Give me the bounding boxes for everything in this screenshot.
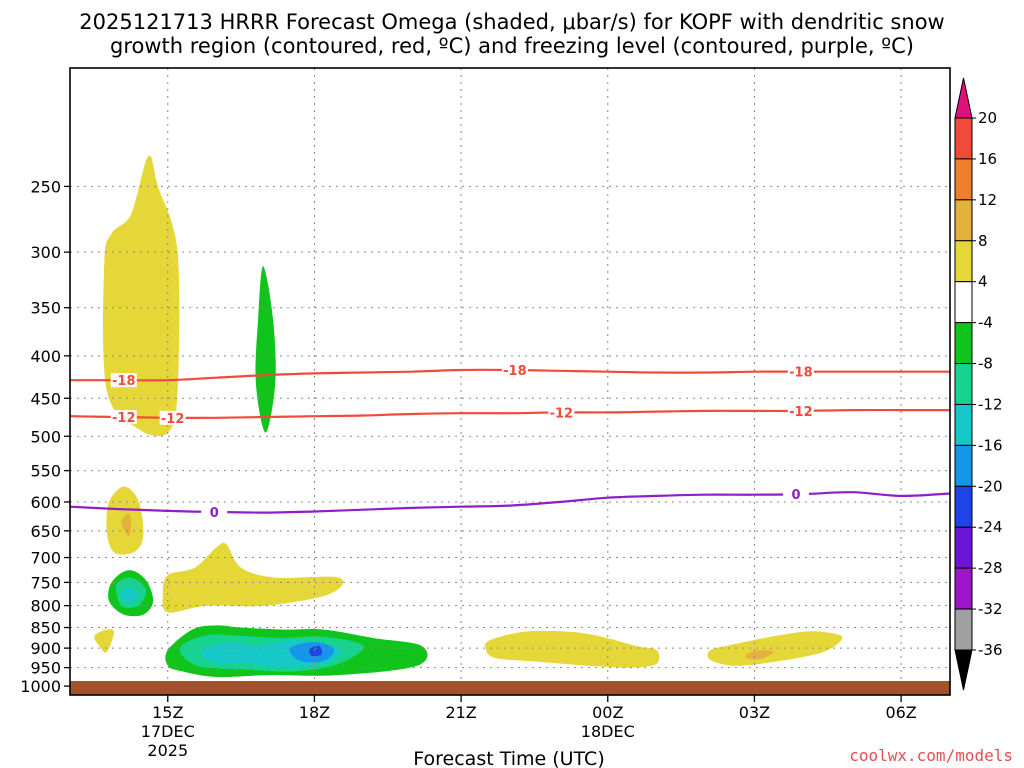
omega-colorbar: 20 16 12 8 4 -4 -8 -12 -16 -20 -24 -28 -32 -36 — [954, 77, 1003, 691]
site-credit: coolwx.com/models — [849, 746, 1013, 765]
x-tick-label-3-1: 18DEC — [581, 722, 635, 741]
x-axis-title: Forecast Time (UTC) — [413, 748, 604, 768]
y-tick-label-15: 1000 — [20, 677, 61, 696]
y-tick-label-0: 250 — [30, 177, 61, 196]
contour-label-gap — [548, 405, 575, 420]
colorbar-label-6: -8 — [978, 355, 993, 373]
contour-label: -18 — [503, 364, 527, 379]
contour-label: -18 — [112, 374, 136, 389]
y-tick-label-1: 300 — [30, 243, 61, 262]
colorbar-label-11: -28 — [978, 559, 1003, 577]
y-tick-label-13: 900 — [30, 639, 61, 658]
x-tick-label-5-0: 06Z — [885, 703, 916, 722]
omega-region-6 — [121, 587, 139, 604]
colorbar-label-5: -4 — [978, 314, 993, 332]
chart-title-line-2: growth region (contoured, red, ºC) and f… — [110, 34, 914, 58]
colorbar-swatch-10 — [954, 526, 973, 569]
contour-label: -12 — [112, 411, 136, 426]
plot-area: -18 -18 -18 -12 -12 -12 -12 0 0 — [69, 67, 951, 696]
contour-label-gap — [783, 487, 809, 502]
colorbar-swatch-0 — [954, 117, 973, 160]
omega-region-0 — [103, 155, 180, 437]
colorbar-bottom-arrow — [954, 649, 973, 691]
x-tick-label-0-1: 17DEC — [141, 722, 195, 741]
colorbar-swatch-6 — [954, 363, 973, 405]
contour-layer: -18 -18 -18 -12 -12 -12 -12 0 0 — [70, 363, 950, 521]
colorbar-label-3: 8 — [978, 232, 988, 250]
y-tick-label-11: 800 — [30, 597, 61, 616]
colorbar-swatch-4 — [954, 281, 973, 324]
omega-region-15 — [707, 631, 843, 666]
y-tick-label-4: 450 — [30, 389, 61, 408]
contour-label-gap — [110, 410, 137, 425]
colorbar-label-1: 16 — [978, 150, 997, 168]
y-tick-label-9: 700 — [30, 549, 61, 568]
colorbar-label-9: -20 — [978, 477, 1003, 495]
colorbar-label-13: -36 — [978, 641, 1003, 659]
colorbar-label-10: -24 — [978, 518, 1003, 536]
colorbar-swatch-2 — [954, 199, 973, 242]
colorbar-label-0: 20 — [978, 109, 997, 127]
colorbar-label-4: 4 — [978, 273, 988, 291]
contour-label: -12 — [550, 406, 574, 421]
contour-label-gap — [201, 504, 228, 519]
omega-region-3 — [121, 513, 132, 537]
y-tick-label-2: 350 — [30, 299, 61, 318]
contour-label: -12 — [161, 412, 185, 427]
x-tick-label-3-0: 00Z — [592, 703, 623, 722]
pressure-axis: 2503003504004505005506006507007508008509… — [20, 177, 70, 696]
y-tick-label-8: 650 — [30, 522, 61, 541]
contour-label: 0 — [791, 488, 800, 503]
colorbar-swatch-8 — [954, 444, 973, 487]
ground-terrain-bar — [70, 681, 950, 695]
contour-label-gap — [787, 364, 814, 379]
y-tick-label-14: 950 — [30, 659, 61, 678]
colorbar-swatch-7 — [954, 403, 973, 446]
colorbar-swatch-1 — [954, 158, 973, 201]
y-tick-label-10: 750 — [30, 573, 61, 592]
y-tick-label-5: 500 — [30, 427, 61, 446]
colorbar-label-2: 12 — [978, 191, 997, 209]
x-tick-label-0-0: 15Z — [152, 703, 183, 722]
x-tick-label-0-2: 2025 — [147, 741, 188, 760]
x-tick-label-4-0: 03Z — [739, 703, 770, 722]
omega-region-14 — [484, 630, 660, 668]
colorbar-label-8: -16 — [978, 436, 1003, 454]
y-tick-label-3: 400 — [30, 347, 61, 366]
colorbar-label-12: -32 — [978, 600, 1003, 618]
colorbar-swatch-9 — [954, 485, 973, 528]
omega-region-7 — [162, 542, 344, 613]
colorbar-swatch-11 — [954, 567, 973, 610]
colorbar-swatch-5 — [954, 322, 973, 365]
contour-label-gap — [787, 403, 814, 418]
chart-title-line-1: 2025121713 HRRR Forecast Omega (shaded, … — [79, 10, 944, 34]
contour-label-gap — [501, 363, 528, 378]
omega-region-8 — [94, 629, 114, 653]
colorbar-label-7: -12 — [978, 395, 1003, 413]
colorbar-swatch-3 — [954, 240, 973, 283]
colorbar-top-arrow — [954, 77, 973, 119]
omega-region-16 — [745, 650, 774, 660]
contour-label: -18 — [789, 366, 813, 381]
contour-label: 0 — [210, 506, 219, 521]
contour-label-gap — [110, 373, 137, 388]
plot-frame — [69, 67, 951, 696]
x-tick-label-1-0: 18Z — [299, 703, 330, 722]
contour-label: -12 — [789, 405, 813, 420]
y-tick-label-6: 550 — [30, 462, 61, 481]
contour-label-gap — [159, 410, 186, 425]
y-tick-label-7: 600 — [30, 493, 61, 512]
y-tick-label-12: 850 — [30, 619, 61, 638]
x-tick-label-2-0: 21Z — [445, 703, 476, 722]
colorbar-swatch-12 — [954, 608, 973, 651]
omega-region-13 — [309, 645, 323, 657]
